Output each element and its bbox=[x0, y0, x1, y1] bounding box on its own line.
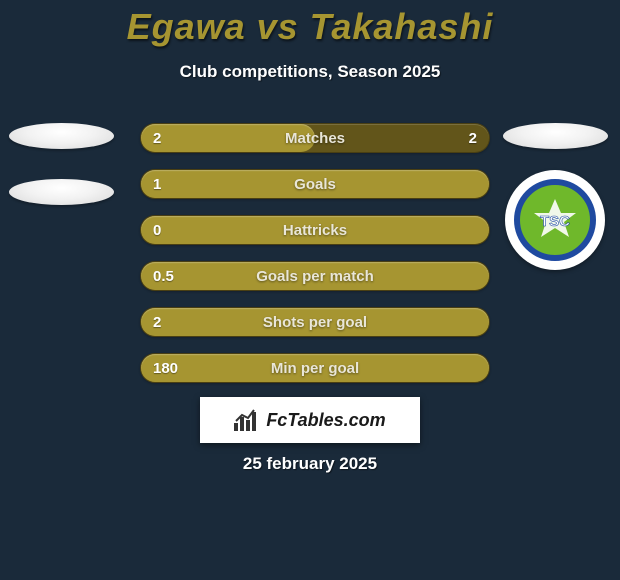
bar-chart-icon bbox=[234, 409, 260, 431]
player-ellipse bbox=[9, 123, 114, 149]
stat-label: Shots per goal bbox=[141, 308, 489, 336]
stat-bar: 0Hattricks bbox=[140, 215, 490, 245]
player-ellipse bbox=[503, 123, 608, 149]
stat-bar: 1Goals bbox=[140, 169, 490, 199]
right-player-column: TSC bbox=[500, 123, 610, 270]
stat-label: Min per goal bbox=[141, 354, 489, 382]
stat-bars: 22Matches 1Goals 0Hattricks 0.5Goals per ma… bbox=[140, 123, 490, 399]
club-badge: TSC bbox=[505, 170, 605, 270]
date-line: 25 february 2025 bbox=[0, 454, 620, 474]
stat-label: Goals per match bbox=[141, 262, 489, 290]
brand-text: FcTables.com bbox=[266, 410, 385, 431]
comparison-title: Egawa vs Takahashi bbox=[0, 6, 620, 48]
stat-bar: 2Shots per goal bbox=[140, 307, 490, 337]
stat-bar: 180Min per goal bbox=[140, 353, 490, 383]
stat-bar: 22Matches bbox=[140, 123, 490, 153]
brand-box: FcTables.com bbox=[200, 397, 420, 443]
svg-text:TSC: TSC bbox=[540, 213, 570, 230]
player-ellipse bbox=[9, 179, 114, 205]
club-badge-icon: TSC bbox=[514, 179, 596, 261]
stat-label: Goals bbox=[141, 170, 489, 198]
stat-bar: 0.5Goals per match bbox=[140, 261, 490, 291]
stat-label: Matches bbox=[141, 124, 489, 152]
stat-label: Hattricks bbox=[141, 216, 489, 244]
comparison-subtitle: Club competitions, Season 2025 bbox=[0, 62, 620, 82]
left-player-column bbox=[6, 123, 116, 235]
comparison-infographic: Egawa vs Takahashi Club competitions, Se… bbox=[0, 0, 620, 580]
